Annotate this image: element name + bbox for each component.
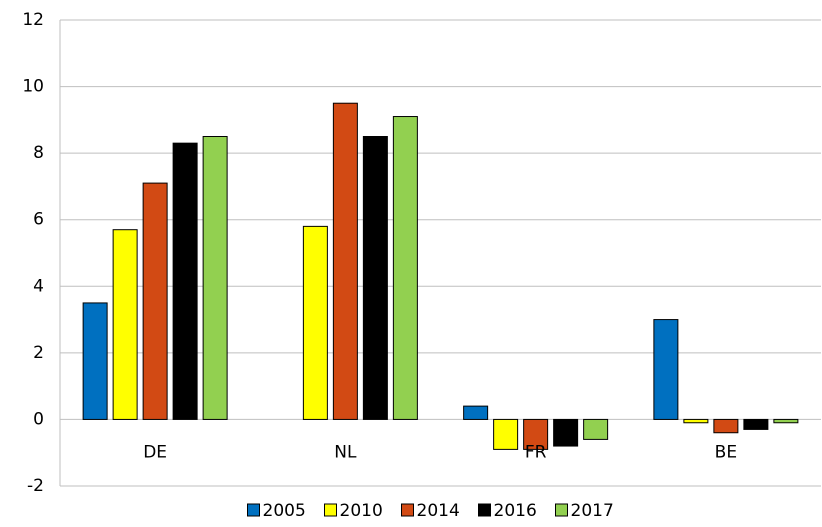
x-tick-label: BE (715, 442, 737, 462)
bar (493, 418, 519, 450)
bar (392, 116, 418, 420)
y-tick-label: 8 (33, 143, 44, 163)
y-tick-label: 10 (22, 77, 44, 97)
bar (172, 142, 198, 420)
bar (683, 418, 709, 424)
legend-swatch (478, 503, 491, 517)
bar (713, 418, 739, 434)
bar (202, 136, 228, 420)
legend-label: 2016 (494, 501, 537, 521)
y-tick-label: 12 (22, 10, 44, 30)
bar (743, 418, 769, 430)
y-tick-label: 0 (33, 409, 44, 429)
y-tick-label: 6 (33, 210, 44, 230)
legend-label: 2014 (417, 501, 460, 521)
bar (773, 418, 799, 424)
x-tick-label: DE (143, 442, 167, 462)
legend-swatch (324, 503, 337, 517)
bar (653, 319, 679, 420)
bar (332, 102, 358, 420)
bar (463, 405, 489, 420)
y-tick-label: 4 (33, 276, 44, 296)
x-tick-label: NL (334, 442, 357, 462)
legend-swatch (247, 503, 260, 517)
bar (553, 418, 579, 447)
bar (302, 225, 328, 420)
x-tick-label: FR (525, 442, 547, 462)
y-tick-label: -2 (27, 476, 44, 496)
legend-swatch (401, 503, 414, 517)
bar (142, 182, 168, 420)
legend-label: 2017 (571, 501, 614, 521)
bar (362, 136, 388, 420)
legend-label: 2010 (340, 501, 383, 521)
legend-swatch (555, 503, 568, 517)
legend-label: 2005 (263, 501, 306, 521)
bar (112, 229, 138, 420)
bar (523, 418, 549, 450)
bar (583, 418, 609, 440)
y-tick-label: 2 (33, 343, 44, 363)
bar (82, 302, 108, 420)
